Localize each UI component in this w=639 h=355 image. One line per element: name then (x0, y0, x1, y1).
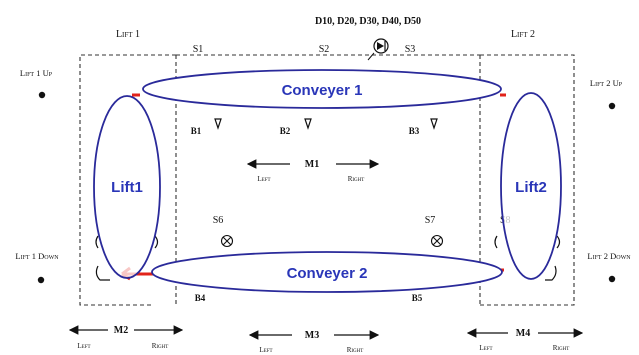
lift1-up-indicator (38, 91, 46, 99)
sensor-b1: B1 (191, 126, 202, 136)
conveyer-2-ellipse (151, 251, 503, 293)
lift2-up-indicator (608, 102, 616, 110)
lift2-down-indicator (608, 275, 616, 283)
lift2-up-label: Lift 2 Up (590, 78, 623, 88)
lift1-frame (79, 54, 176, 306)
lift1-bracket-left (95, 235, 99, 249)
sensor-b2: B2 (280, 126, 291, 136)
sensor-s3: S3 (405, 44, 416, 55)
m3-left-label: Left (259, 346, 272, 354)
lift1-down-indicator (37, 276, 45, 284)
lift1-bracket-right (154, 235, 159, 249)
lift1-up-label: Lift 1 Up (20, 68, 53, 78)
lift1-title: Lift 1 (116, 29, 140, 40)
lift2-down-label: Lift 2 Down (587, 251, 631, 261)
b2-arrow-icon (304, 118, 312, 130)
m4-left-label: Left (479, 344, 492, 352)
lift2-frame (480, 54, 575, 306)
diode-sensor-icon (367, 38, 389, 61)
conveyer-2-label: Conveyer 2 (287, 265, 368, 282)
motor-m4: M4 Left Right (466, 328, 584, 352)
m2-left-label: Left (77, 342, 90, 350)
conveyer-1-label: Conveyer 1 (282, 82, 363, 99)
lift2-bracket-right (556, 235, 561, 249)
lift2-title: Lift 2 (511, 29, 535, 40)
m3-right-label: Right (347, 346, 364, 354)
lift2-bracket-left (494, 235, 498, 249)
lift1-ellipse-label: Lift1 (111, 179, 143, 196)
b1-arrow-icon (214, 118, 222, 130)
motor-m4-label: M4 (516, 328, 530, 339)
motor-m3-label: M3 (305, 330, 319, 341)
lift1-ellipse (93, 95, 161, 279)
motor-m1-label: M1 (305, 159, 319, 170)
sensor-s1: S1 (193, 44, 204, 55)
m1-right-label: Right (348, 175, 365, 183)
b3-arrow-icon (430, 118, 438, 130)
sensor-b5: B5 (412, 293, 423, 303)
lift2-ellipse (500, 92, 562, 280)
s7-lamp-icon (430, 234, 444, 248)
m1-left-label: Left (257, 175, 270, 183)
sensor-b4: B4 (195, 293, 206, 303)
motor-m2: M2 Left Right (68, 325, 184, 350)
m2-right-label: Right (152, 342, 169, 350)
conveyer-1-ellipse (142, 69, 502, 109)
sensor-s7: S7 (425, 215, 436, 226)
sensor-b3: B3 (409, 126, 420, 136)
sensor-codes-label: D10, D20, D30, D40, D50 (315, 16, 421, 27)
s6-lamp-icon (220, 234, 234, 248)
lift2-ellipse-label: Lift2 (515, 179, 547, 196)
sensor-s6: S6 (213, 215, 224, 226)
sensor-s2: S2 (319, 44, 330, 55)
lift1-down-label: Lift 1 Down (15, 251, 59, 261)
lift1-platform (95, 265, 110, 281)
motor-m3: M3 Left Right (248, 330, 380, 354)
m4-right-label: Right (553, 344, 570, 352)
motor-m2-label: M2 (114, 325, 128, 336)
lift2-platform (545, 265, 557, 281)
